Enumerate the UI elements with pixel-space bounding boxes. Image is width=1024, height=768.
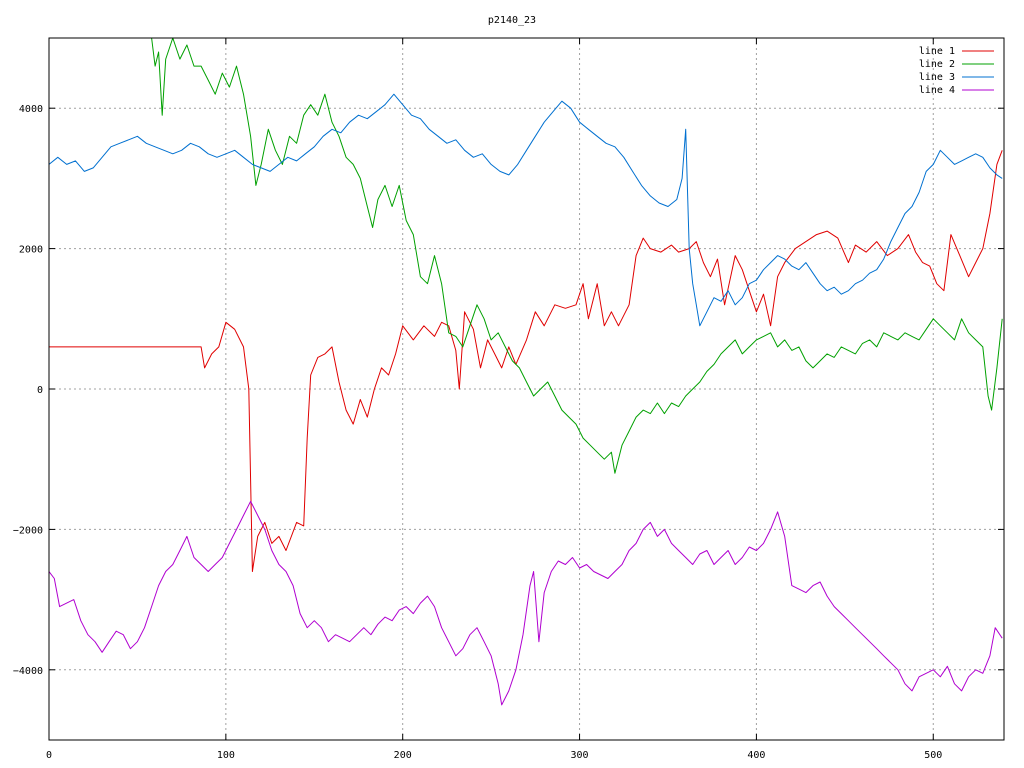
series-line-1 <box>49 150 1003 572</box>
legend-label-3: line 3 <box>919 72 955 83</box>
plot-lines <box>49 38 1003 706</box>
grid <box>49 38 1004 740</box>
y-tick-label: −2000 <box>13 525 43 536</box>
axis-ticks: 0 100 200 300 400 500 −4000 −2000 0 2000 4000 <box>13 38 1004 761</box>
legend: line 1 line 2 line 3 line 4 <box>919 46 994 96</box>
y-tick-label: 0 <box>37 385 43 396</box>
x-tick-label: 300 <box>571 750 589 761</box>
x-tick-label: 0 <box>46 750 52 761</box>
chart-title: p2140_23 <box>488 15 536 26</box>
legend-label-2: line 2 <box>919 59 955 70</box>
x-tick-label: 100 <box>217 750 235 761</box>
legend-label-4: line 4 <box>919 85 955 96</box>
legend-label-1: line 1 <box>919 46 955 57</box>
y-tick-label: 4000 <box>19 104 43 115</box>
plot-frame <box>48 37 1005 741</box>
y-tick-label: −4000 <box>13 666 43 677</box>
x-tick-label: 500 <box>924 750 942 761</box>
x-tick-label: 400 <box>747 750 765 761</box>
x-tick-label: 200 <box>394 750 412 761</box>
y-tick-label: 2000 <box>19 245 43 256</box>
series-line-4 <box>49 500 1003 706</box>
series-line-3 <box>49 93 1003 327</box>
